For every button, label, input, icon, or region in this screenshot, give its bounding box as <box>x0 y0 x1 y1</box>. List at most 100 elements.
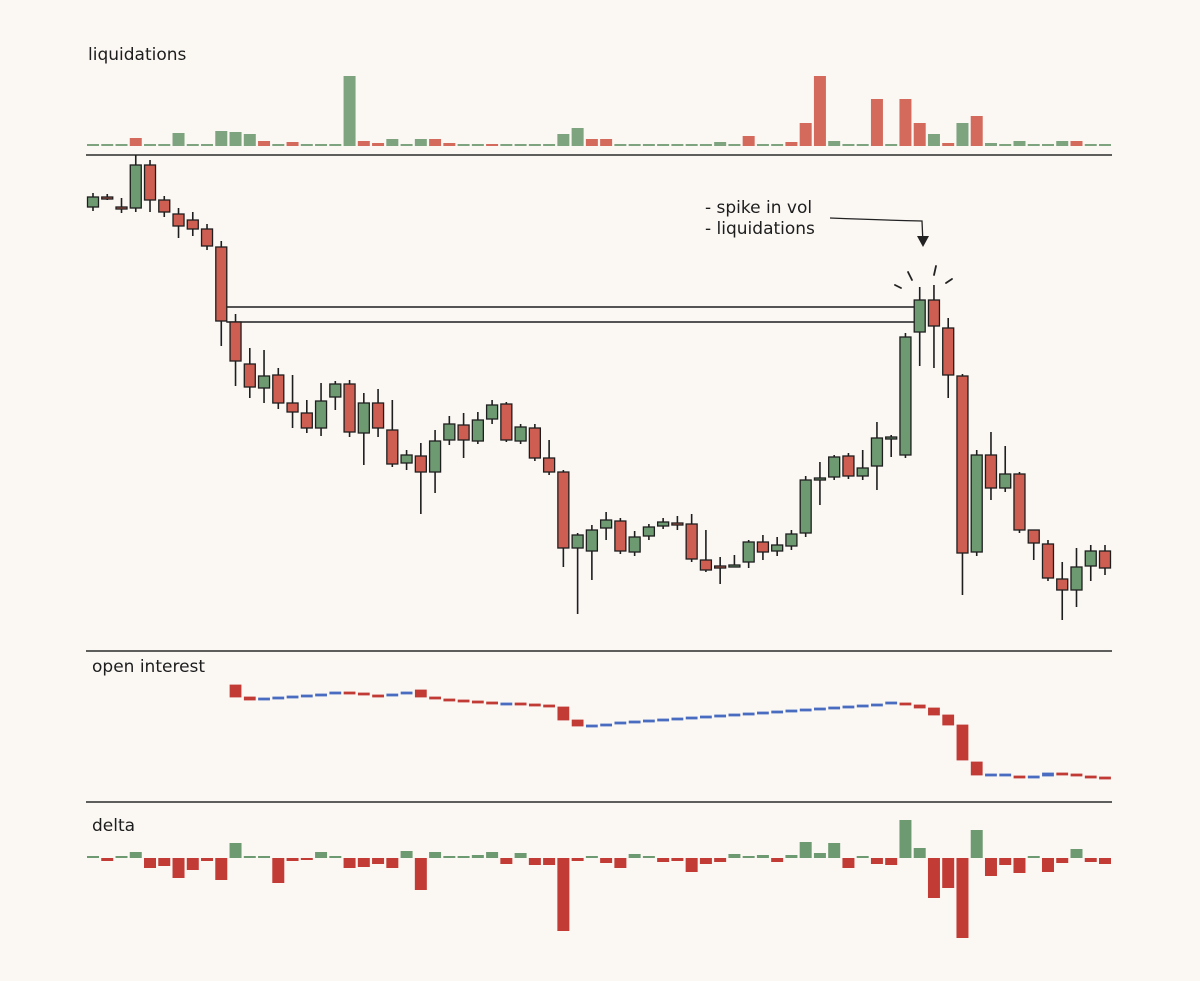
bar <box>386 858 399 868</box>
bar <box>215 858 228 880</box>
bar <box>215 131 228 146</box>
bar <box>101 858 114 861</box>
bar <box>457 856 470 858</box>
bar <box>813 76 826 146</box>
candle-body <box>999 473 1012 489</box>
bar <box>315 144 328 146</box>
bar <box>999 144 1012 146</box>
bar <box>286 142 299 146</box>
bar <box>300 858 313 860</box>
bar <box>756 144 769 146</box>
bar <box>486 144 499 146</box>
bar <box>514 853 527 858</box>
bar <box>828 843 841 858</box>
bar <box>258 856 271 858</box>
candle-body <box>229 321 242 362</box>
candle-body <box>371 402 385 429</box>
bar <box>557 134 570 146</box>
bar <box>813 853 826 858</box>
candle-body <box>756 541 770 553</box>
bar <box>229 132 242 146</box>
candle-body <box>628 720 641 724</box>
candle-body <box>528 427 542 459</box>
bar <box>400 144 413 146</box>
candle-body <box>656 521 670 527</box>
candle-body <box>229 684 242 698</box>
bar <box>600 858 613 863</box>
bar <box>671 144 684 146</box>
bar <box>500 144 513 146</box>
annotation: - liquidations <box>705 219 815 239</box>
candle-body <box>700 715 712 719</box>
candle-body <box>1098 550 1112 569</box>
candle-body <box>885 701 898 705</box>
candle-body <box>272 374 285 404</box>
bar <box>1099 858 1111 864</box>
bar <box>699 144 712 146</box>
bar <box>771 858 784 862</box>
candle-body <box>158 199 171 213</box>
bar <box>671 858 684 861</box>
candle-body <box>585 529 599 552</box>
bar <box>984 143 997 146</box>
candle-body <box>585 724 598 728</box>
bar <box>642 144 655 146</box>
bar <box>201 858 214 861</box>
candle-body <box>386 429 399 465</box>
candle-body <box>1027 775 1040 779</box>
candle-body <box>1013 473 1026 531</box>
bar <box>272 144 285 146</box>
candle-body <box>429 696 441 700</box>
panel-title: liquidations <box>88 45 187 65</box>
bar <box>1084 858 1097 862</box>
candle-body <box>614 721 627 725</box>
bar <box>1013 141 1026 146</box>
candle-body <box>956 724 969 761</box>
candle-body <box>985 773 997 777</box>
bar <box>343 76 356 146</box>
candle-body <box>642 526 656 537</box>
candle-body <box>714 714 727 718</box>
candle-body <box>628 536 641 553</box>
candle-body <box>1041 543 1055 579</box>
candle-body <box>557 706 570 721</box>
bar <box>1056 141 1069 146</box>
candle-body <box>799 708 812 712</box>
bar <box>984 858 997 876</box>
candle-body <box>1084 550 1097 567</box>
candle-body <box>486 701 498 705</box>
candle-body <box>500 702 513 706</box>
bar <box>956 123 969 146</box>
bar <box>400 851 413 858</box>
candle-body <box>101 196 114 200</box>
bar <box>1027 144 1040 146</box>
candle-body <box>714 565 727 569</box>
candle-body <box>842 455 855 477</box>
bar <box>771 144 784 146</box>
candle-body <box>143 164 157 201</box>
bar <box>528 144 541 146</box>
bar <box>628 854 641 858</box>
bar <box>685 144 698 146</box>
bar <box>229 843 242 858</box>
bar <box>714 142 727 146</box>
bar <box>600 139 613 146</box>
bar <box>585 139 598 146</box>
bar <box>471 144 484 146</box>
bar <box>186 144 199 146</box>
candle-body <box>728 564 741 568</box>
candle-body <box>685 523 698 560</box>
bar <box>329 856 342 858</box>
candle-body <box>1027 529 1040 544</box>
candle-body <box>599 519 613 529</box>
candle-body <box>685 716 698 720</box>
bar <box>158 858 171 866</box>
bar <box>372 143 385 146</box>
candle-body <box>258 697 270 701</box>
candle-body <box>400 691 413 695</box>
candle-body <box>814 707 826 711</box>
candle-body <box>500 403 513 441</box>
candle-body <box>557 471 570 549</box>
candle-body <box>699 559 713 571</box>
